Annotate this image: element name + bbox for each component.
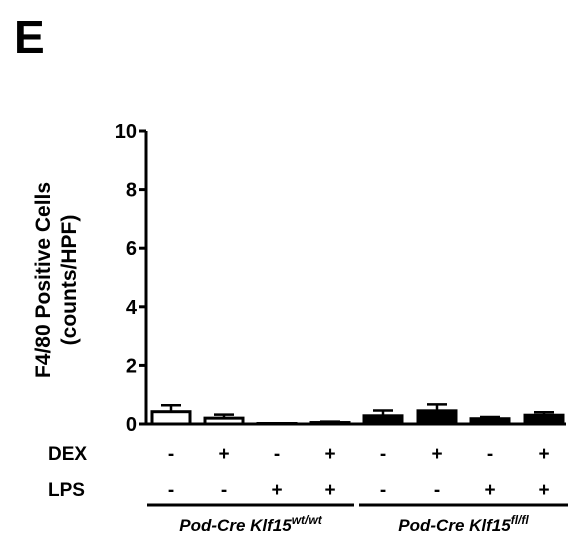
bar [256,422,298,426]
factor-sign: + [538,444,549,465]
y-tick-label: 4 [126,297,138,319]
group-label-superscript: wt/wt [292,513,323,527]
axes: 0 2 4 6 8 10 [115,121,566,436]
group-labels: Pod-Cre Klf15wt/wt Pod-Cre Klf15fl/fl [147,503,568,535]
factor-sign: + [484,480,495,501]
factor-sign: + [324,480,335,501]
bar [469,417,511,426]
factor-sign: + [218,444,229,465]
factor-sign: + [431,444,442,465]
y-axis-label: F4/80 Positive Cells (counts/HPF) [32,182,81,378]
y-tick-label: 10 [115,121,137,143]
group-label-superscript: fl/fl [511,513,530,527]
factor-sign: - [168,444,174,465]
bars [150,403,565,426]
y-tick-label: 2 [126,355,137,377]
factor-sign: + [324,444,335,465]
bar [523,413,565,426]
factor-sign: + [271,480,282,501]
y-tick-label: 6 [126,238,137,260]
factor-sign: - [168,480,174,501]
factor-sign: - [434,480,440,501]
factor-sign: + [538,480,549,501]
factor-label: LPS [48,480,85,501]
panel-label: E [14,11,45,63]
factor-sign: - [274,444,280,465]
bar [362,414,404,426]
group-label: Pod-Cre Klf15fl/fl [398,513,529,535]
bar [416,409,458,426]
bar [150,410,192,426]
factor-sign: - [487,444,493,465]
factor-sign: - [380,444,386,465]
factor-sign: - [221,480,227,501]
y-axis-label-line1: F4/80 Positive Cells [32,182,55,378]
y-axis-label-line2: (counts/HPF) [58,215,81,346]
factor-label: DEX [48,444,87,465]
y-tick-label: 0 [126,414,137,436]
group-label: Pod-Cre Klf15wt/wt [179,513,322,535]
y-tick-label: 8 [126,180,137,202]
factor-sign: - [380,480,386,501]
bar [203,416,245,426]
factor-table: DEX - + - + - + - + LPS - - + + - - + + [48,444,550,501]
